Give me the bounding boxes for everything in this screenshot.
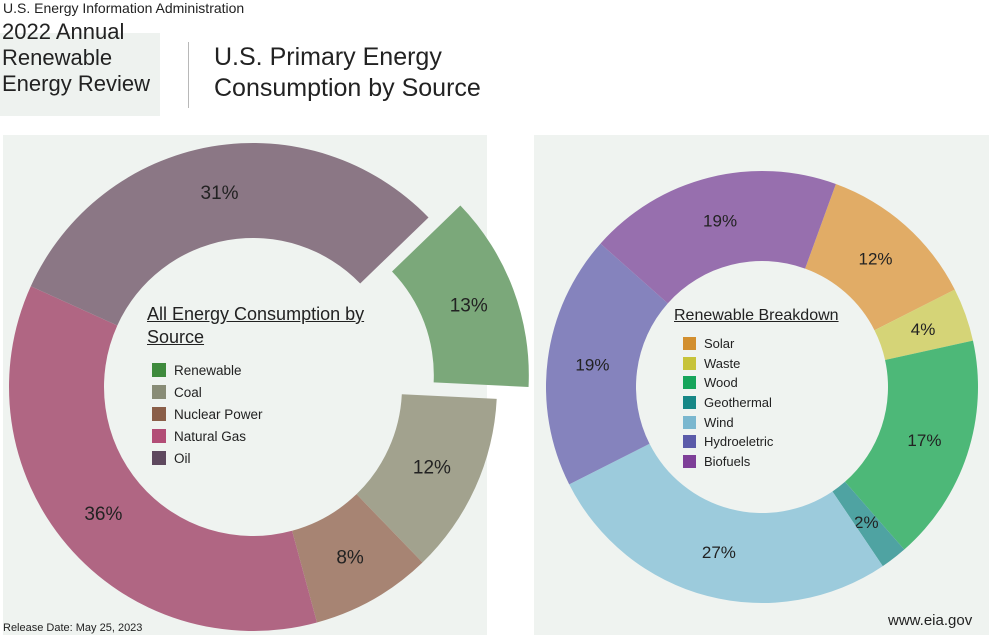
slice-value-label-renewable: 13% — [450, 295, 488, 316]
slice-group-1-2: 17% — [844, 340, 978, 550]
legend-label-nuclear-power: Nuclear Power — [174, 406, 263, 422]
slice-group-1-6: 19% — [600, 170, 836, 304]
legend-swatch-hydroeletric — [683, 435, 696, 449]
legend-label-waste: Waste — [704, 355, 741, 371]
slice-group-1-1: 4% — [874, 289, 973, 360]
legend-swatch-natural-gas — [152, 429, 166, 443]
legend-label-renewable: Renewable — [174, 362, 242, 378]
legend-item-biofuels: Biofuels — [683, 452, 773, 472]
legend-label-hydroeletric: Hydroeletric — [704, 434, 774, 450]
slice-group-1-3: 2% — [832, 481, 905, 567]
slice-value-label-wood: 17% — [907, 431, 941, 450]
slice-value-label-coal: 12% — [413, 458, 451, 479]
legend-swatch-solar — [683, 337, 696, 351]
left-chart-title: All Energy Consumption by Source — [147, 304, 365, 347]
title-divider — [188, 42, 189, 108]
legend-item-solar: Solar — [683, 334, 773, 354]
legend-label-natural-gas: Natural Gas — [174, 428, 247, 444]
legend-item-wind: Wind — [683, 412, 773, 432]
legend-swatch-oil — [152, 451, 166, 465]
slice-group-1-4: 27% — [569, 443, 883, 604]
donut-slice-nuclear-power — [292, 494, 423, 623]
legend-swatch-nuclear-power — [152, 407, 166, 421]
legend-item-natural-gas: Natural Gas — [152, 425, 263, 447]
legend-swatch-waste — [683, 356, 696, 370]
donut-slice-waste — [874, 289, 973, 360]
report-title: 2022 Annual Renewable Energy Review — [2, 19, 150, 96]
slice-group-0-4: 31% — [30, 142, 429, 326]
donut-slice-renewable — [392, 205, 529, 387]
legend-label-oil: Oil — [174, 450, 191, 466]
slice-group-0-1: 12% — [356, 394, 497, 563]
slice-value-label-hydroeletric: 19% — [575, 355, 609, 374]
legend-label-geothermal: Geothermal — [704, 395, 772, 411]
legend-label-solar: Solar — [704, 336, 735, 352]
donut-slice-coal — [356, 394, 497, 563]
slice-value-label-geothermal: 2% — [854, 513, 879, 532]
legend-swatch-coal — [152, 385, 166, 399]
legend-label-wind: Wind — [704, 414, 734, 430]
release-date: Release Date: May 25, 2023 — [3, 622, 143, 634]
slice-value-label-waste: 4% — [911, 320, 936, 339]
left-chart-legend: Renewable Coal Nuclear Power Natural Gas… — [152, 359, 263, 469]
legend-swatch-wood — [683, 376, 696, 390]
legend-label-biofuels: Biofuels — [704, 453, 751, 469]
donut-slice-hydroeletric — [546, 243, 668, 485]
donut-slice-solar — [805, 184, 955, 331]
legend-item-nuclear-power: Nuclear Power — [152, 403, 263, 425]
slice-value-label-oil: 31% — [201, 183, 239, 204]
slice-group-1-0: 12% — [805, 184, 955, 331]
slice-group-0-2: 8% — [292, 494, 423, 623]
legend-label-wood: Wood — [704, 375, 738, 391]
legend-swatch-wind — [683, 415, 696, 429]
slice-value-label-nuclear-power: 8% — [336, 547, 364, 568]
donut-slice-wood — [844, 340, 978, 550]
report-title-box — [0, 33, 160, 116]
donut-slice-geothermal — [832, 481, 905, 567]
legend-swatch-geothermal — [683, 396, 696, 410]
slice-value-label-solar: 12% — [859, 250, 893, 269]
legend-swatch-renewable — [152, 363, 166, 377]
legend-item-renewable: Renewable — [152, 359, 263, 381]
legend-item-coal: Coal — [152, 381, 263, 403]
website-link[interactable]: www.eia.gov — [888, 612, 973, 629]
legend-item-oil: Oil — [152, 447, 263, 469]
slice-group-1-5: 19% — [546, 243, 668, 485]
legend-item-waste: Waste — [683, 354, 773, 374]
slice-value-label-biofuels: 19% — [703, 212, 737, 231]
legend-item-hydroeletric: Hydroeletric — [683, 432, 773, 452]
right-chart-legend: Solar Waste Wood Geothermal Wind Hydroel… — [683, 334, 773, 471]
legend-item-geothermal: Geothermal — [683, 393, 773, 413]
right-chart-title: Renewable Breakdown — [674, 307, 839, 324]
chart-main-title: U.S. Primary Energy Consumption by Sourc… — [214, 43, 481, 102]
donut-slice-oil — [30, 142, 429, 326]
slice-group-0-0: 13% — [392, 205, 529, 387]
legend-label-coal: Coal — [174, 384, 202, 400]
slice-value-label-wind: 27% — [702, 543, 736, 562]
slice-value-label-natural-gas: 36% — [84, 504, 122, 525]
donut-slice-biofuels — [600, 170, 836, 304]
legend-item-wood: Wood — [683, 373, 773, 393]
donut-slice-wind — [569, 443, 883, 604]
donut-slice-natural-gas — [8, 286, 317, 631]
agency-name: U.S. Energy Information Administration — [3, 0, 245, 16]
legend-swatch-biofuels — [683, 454, 696, 468]
slice-group-0-3: 36% — [8, 286, 317, 631]
